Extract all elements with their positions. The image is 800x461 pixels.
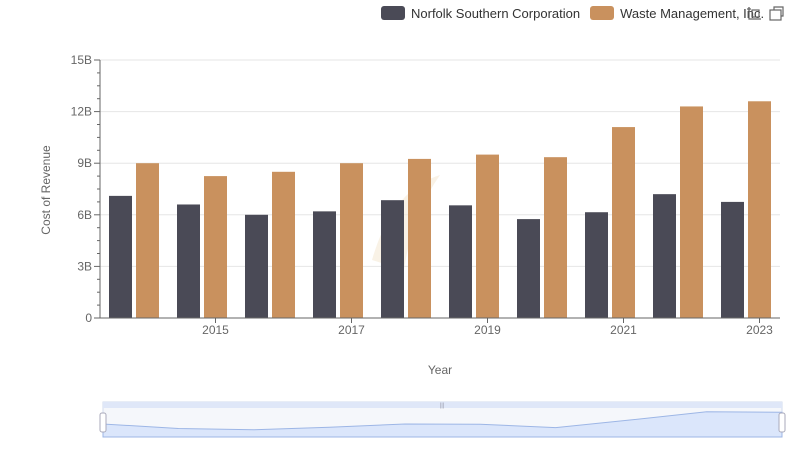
data-zoom-right-handle[interactable] — [778, 412, 786, 433]
x-tick-label: 2017 — [338, 323, 365, 337]
y-tick-label: 3B — [77, 259, 92, 273]
bar-waste-management-2016[interactable] — [272, 171, 295, 318]
y-tick-label: 12B — [71, 105, 92, 119]
bar-norfolk-southern-2017[interactable] — [313, 211, 336, 318]
bar-norfolk-southern-2014[interactable] — [109, 195, 132, 318]
y-axis-title: Cost of Revenue — [39, 145, 53, 235]
y-tick-label: 15B — [71, 53, 92, 67]
grid-lines — [100, 59, 780, 267]
chart-legend: Norfolk Southern Corporation Waste Manag… — [381, 4, 774, 22]
bar-norfolk-southern-2018[interactable] — [381, 200, 404, 318]
x-tick-label: 2015 — [202, 323, 229, 337]
legend-swatch-waste-management — [590, 6, 615, 20]
bars — [109, 101, 771, 318]
legend-item-waste-management[interactable]: Waste Management, Inc. — [590, 6, 764, 21]
bar-norfolk-southern-2022[interactable] — [653, 194, 676, 318]
legend-swatch-norfolk-southern — [381, 6, 405, 20]
data-zoom-preview-area — [102, 411, 783, 438]
bar-waste-management-2018[interactable] — [408, 158, 431, 318]
bar-waste-management-2023[interactable] — [748, 101, 771, 318]
bar-norfolk-southern-2019[interactable] — [449, 205, 472, 318]
y-tick-label: 6B — [77, 208, 92, 222]
bar-waste-management-2017[interactable] — [340, 163, 363, 318]
data-zoom-left-handle[interactable] — [99, 412, 107, 433]
x-tick-label: 2019 — [474, 323, 501, 337]
bar-waste-management-2015[interactable] — [204, 176, 227, 318]
data-zoom-slider[interactable]: ||| — [99, 401, 786, 438]
x-axis-title: Year — [428, 363, 452, 377]
bar-waste-management-2014[interactable] — [136, 163, 159, 318]
legend-item-norfolk-southern[interactable]: Norfolk Southern Corporation — [381, 6, 580, 21]
chart-toolbox — [746, 6, 790, 22]
x-tick-label: 2021 — [610, 323, 637, 337]
data-zoom-top-bar[interactable] — [103, 402, 782, 408]
bar-norfolk-southern-2015[interactable] — [177, 204, 200, 318]
bar-waste-management-2022[interactable] — [680, 106, 703, 318]
zoom-reset-icon[interactable] — [768, 6, 784, 22]
bar-waste-management-2019[interactable] — [476, 154, 499, 318]
x-tick-label: 2023 — [746, 323, 773, 337]
legend-label-waste-management: Waste Management, Inc. — [620, 5, 765, 21]
bar-norfolk-southern-2020[interactable] — [517, 219, 540, 318]
bar-norfolk-southern-2016[interactable] — [245, 214, 268, 318]
zoom-icon[interactable] — [746, 6, 762, 22]
y-tick-label: 9B — [77, 156, 92, 170]
axes: 0 3B 6B 9B 12B 15B 2015 2017 2019 2021 2023 — [71, 53, 780, 337]
data-zoom-grip-icon[interactable]: ||| — [440, 403, 445, 409]
bar-norfolk-southern-2021[interactable] — [585, 212, 608, 318]
bar-norfolk-southern-2023[interactable] — [721, 201, 744, 318]
bar-waste-management-2020[interactable] — [544, 157, 567, 318]
bar-waste-management-2021[interactable] — [612, 127, 635, 318]
y-tick-label: 0 — [85, 311, 92, 325]
legend-label-norfolk-southern: Norfolk Southern Corporation — [411, 5, 581, 21]
